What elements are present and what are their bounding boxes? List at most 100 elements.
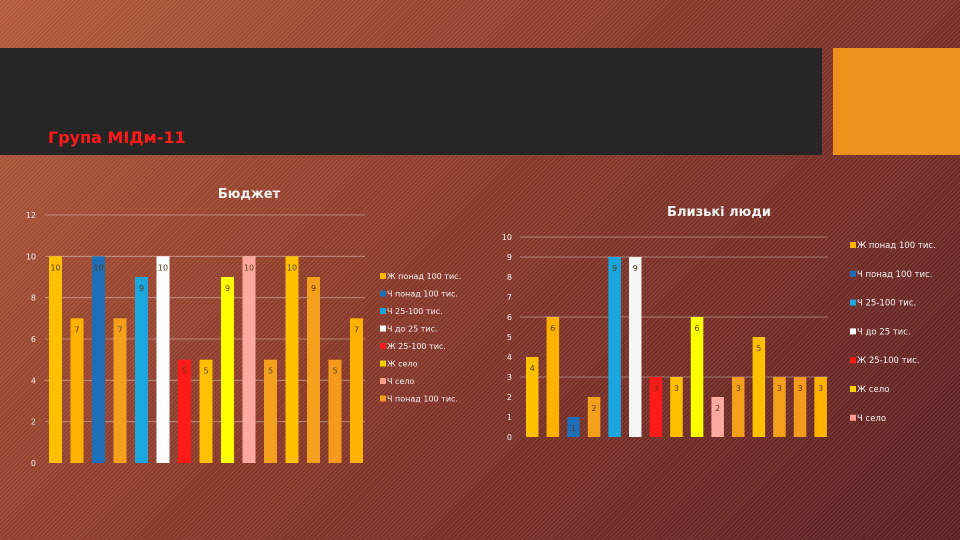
bar [92,256,105,463]
legend-swatch [850,357,856,364]
accent-block [833,48,960,155]
legend-swatch [380,290,386,297]
bar-value-label: 6 [695,324,700,333]
bar-value-label: 1 [571,424,576,433]
legend-label: Ч село [857,414,886,424]
bar [752,337,766,437]
bar-value-label: 9 [612,264,617,273]
legend-label: Ж 25-100 тис. [857,356,920,366]
legend-label: Ж понад 100 тис. [857,241,936,251]
legend-swatch [850,270,856,277]
y-tick-label: 9 [507,253,512,262]
legend-label: Ч село [387,377,414,386]
chart-2: Близькі люди 0 1 2 3 4 5 6 7 8 9 10 4 6 1 2 9 9 3 3 6 2 3 5 3 3 3 Ж… [502,205,936,442]
bar [732,377,745,437]
legend-swatch [850,299,856,306]
legend-label: Ч 25-100 тис. [857,299,916,309]
bar [178,359,191,463]
bar-value-label: 9 [139,284,144,293]
y-tick-label: 4 [31,376,36,385]
bar-value-label: 10 [50,263,60,272]
bar-value-label: 9 [633,264,638,273]
bar-value-label: 3 [736,384,741,393]
bar [649,377,663,437]
bar-value-label: 5 [203,367,208,376]
bar [793,377,807,437]
bar [221,277,234,463]
header-bar [0,48,822,155]
y-tick-label: 8 [507,273,512,282]
chart-title: Бюджет [218,187,281,202]
legend-swatch [380,343,386,349]
bar-value-label: 5 [756,344,761,353]
y-tick-label: 0 [31,459,36,468]
bar-value-label: 4 [530,364,535,373]
legend-swatch [850,386,856,392]
legend-swatch [850,242,856,248]
y-tick-label: 10 [502,233,512,242]
bar-value-label: 2 [715,404,720,413]
bar-value-label: 2 [592,404,597,413]
bar [135,277,148,463]
bar-value-label: 10 [244,263,254,272]
bar-value-label: 9 [311,284,316,293]
legend-label: Ж село [857,385,889,395]
bar-value-label: 9 [225,284,230,293]
bar-value-label: 3 [777,384,782,393]
bar [242,256,256,463]
bar [264,359,277,463]
y-tick-label: 3 [507,373,512,382]
bar [328,359,342,463]
bar [773,377,786,437]
bar-value-label: 7 [354,325,359,334]
y-tick-label: 2 [31,418,36,427]
legend-label: Ж понад 100 тис. [387,272,461,281]
bar [113,318,127,463]
legend-swatch [380,273,386,279]
y-tick-label: 5 [507,333,512,342]
legend-label: Ч до 25 тис. [387,325,438,334]
bar [546,317,560,437]
chart-1: Бюджет 0 2 4 6 8 10 12 10 7 10 7 9 10 5 5 9 10 5 10 9 5 7 Ж пон… [26,187,461,468]
bar [526,357,539,437]
legend-label: Ч понад 100 тис. [387,395,458,404]
bar [629,257,642,437]
legend-swatch [850,328,856,335]
legend-swatch [380,308,386,314]
bar [199,359,213,463]
bar [587,397,601,437]
y-tick-label: 10 [26,252,36,261]
bar-value-label: 6 [550,324,555,333]
bar-value-label: 5 [268,367,273,376]
bar-value-label: 3 [818,384,823,393]
bar-value-label: 7 [117,325,122,334]
bar-value-label: 5 [332,367,337,376]
y-tick-label: 8 [31,294,36,303]
legend-label: Ч понад 100 тис. [387,290,458,299]
y-tick-label: 12 [26,211,36,220]
y-tick-label: 2 [507,393,512,402]
bar [814,377,827,437]
bar-value-label: 3 [653,384,658,393]
bar [156,256,170,463]
y-tick-label: 6 [507,313,512,322]
bar [711,397,724,437]
legend-swatch [380,325,386,332]
legend-label: Ж село [387,360,418,369]
bar [350,318,363,463]
y-tick-label: 0 [507,433,512,442]
y-tick-label: 6 [31,335,36,344]
legend-label: Ж 25-100 тис. [387,342,446,351]
bar [567,417,580,437]
legend-swatch [380,395,386,402]
page-title: Група МІДм-11 [48,128,186,147]
legend-label: Ч понад 100 тис. [857,270,932,280]
y-tick-label: 1 [507,413,512,422]
bar-value-label: 10 [93,263,103,272]
legend-swatch [850,414,856,421]
bar [70,318,84,463]
bar-value-label: 7 [74,325,79,334]
bar [307,277,320,463]
bar [49,256,62,463]
